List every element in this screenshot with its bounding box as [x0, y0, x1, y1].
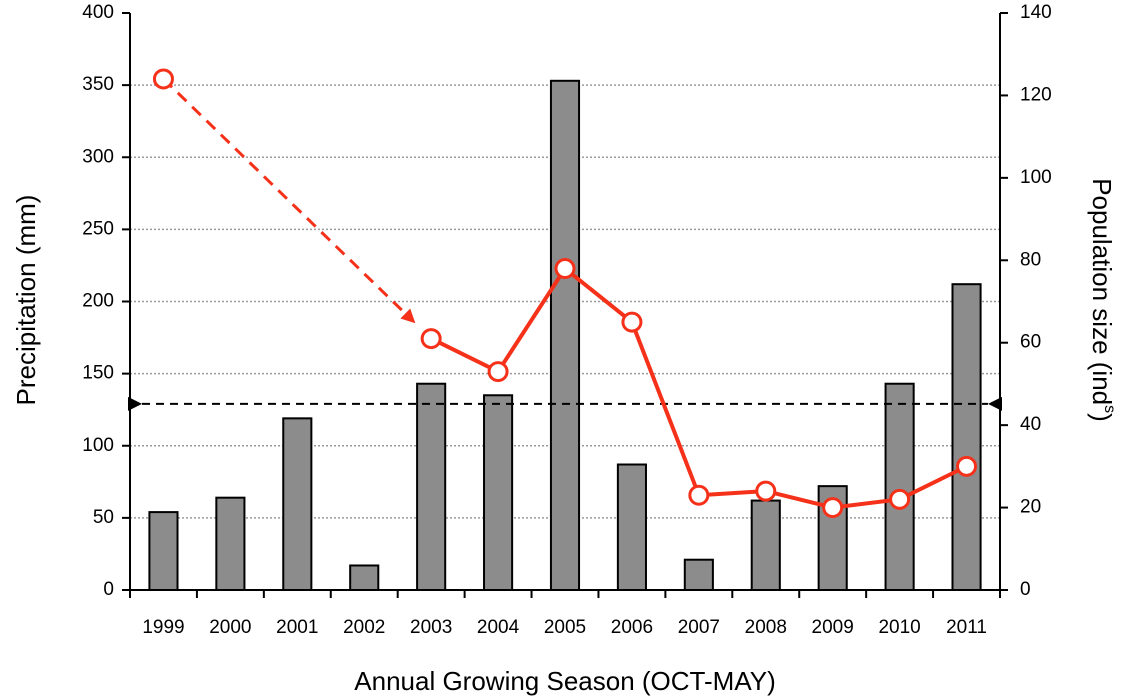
y2-tick-label: 20 — [1020, 497, 1041, 518]
point — [152, 68, 174, 90]
y2-tick-label: 140 — [1020, 2, 1052, 23]
series-line — [898, 464, 968, 502]
y-tick-label: 0 — [103, 579, 114, 600]
point — [554, 258, 576, 280]
x-tick-label: 1999 — [142, 617, 184, 638]
y2-axis-title-sup: s — [1101, 405, 1118, 413]
y-axis-title: Precipitation (mm) — [11, 195, 41, 406]
series-line — [430, 336, 499, 374]
bar — [148, 511, 179, 591]
x-tick-label: 2008 — [745, 617, 787, 638]
y-tick-label: 350 — [82, 74, 114, 95]
y2-axis-title-part: ) — [1087, 413, 1117, 422]
x-tick-label: 2004 — [477, 617, 520, 638]
y2-tick-label: 60 — [1020, 332, 1041, 353]
bar — [683, 558, 714, 592]
x-tick-label: 2006 — [611, 617, 653, 638]
point — [755, 480, 777, 502]
y2-tick-label: 40 — [1020, 414, 1041, 435]
y2-tick-label: 120 — [1020, 84, 1052, 105]
bar — [750, 499, 781, 591]
x-tick-label: 2002 — [343, 617, 385, 638]
point — [487, 361, 509, 383]
bar — [884, 382, 915, 591]
bar — [483, 394, 514, 592]
gap-connector — [162, 77, 411, 319]
x-tick-label: 2007 — [678, 617, 720, 638]
y-tick-label: 50 — [93, 507, 114, 528]
point — [688, 484, 710, 506]
bar — [549, 79, 581, 592]
bar — [282, 417, 313, 591]
x-tick-label: 2011 — [946, 617, 987, 638]
reference-marker — [128, 396, 142, 411]
y-tick-label: 200 — [82, 291, 114, 312]
y-tick-label: 100 — [82, 435, 114, 456]
series-line — [698, 489, 766, 498]
series-line — [832, 497, 900, 510]
y-tick-label: 150 — [82, 363, 114, 384]
x-tick-label: 2009 — [812, 617, 854, 638]
y2-tick-label: 100 — [1020, 167, 1052, 188]
series-line — [563, 266, 634, 324]
series-line — [630, 321, 701, 496]
y-tick-label: 300 — [82, 146, 114, 167]
x-tick-label: 2005 — [544, 617, 586, 638]
y2-tick-label: 80 — [1020, 249, 1041, 270]
point — [621, 311, 643, 333]
x-tick-label: 2010 — [878, 617, 920, 638]
bar — [215, 496, 246, 591]
x-tick-label: 2003 — [410, 617, 452, 638]
x-axis-title: Annual Growing Season (OCT-MAY) — [354, 666, 775, 696]
series-line — [496, 267, 567, 373]
bar — [416, 382, 447, 591]
point — [956, 455, 978, 477]
point — [889, 488, 911, 510]
bar — [616, 463, 647, 591]
y2-axis-title: Population size (inds) — [1087, 178, 1118, 422]
gap-arrowhead — [400, 308, 416, 324]
y-tick-label: 250 — [82, 218, 114, 239]
bar — [951, 283, 982, 591]
bar — [349, 564, 380, 591]
reference-marker — [988, 396, 1002, 411]
y-tick-label: 400 — [82, 2, 114, 23]
point — [822, 497, 844, 519]
y2-tick-label: 0 — [1020, 579, 1031, 600]
x-tick-label: 2000 — [209, 617, 251, 638]
point — [420, 328, 442, 350]
x-tick-label: 2001 — [276, 617, 318, 638]
y2-axis-title-part: Population size (ind — [1087, 178, 1117, 405]
series-line — [765, 489, 834, 510]
